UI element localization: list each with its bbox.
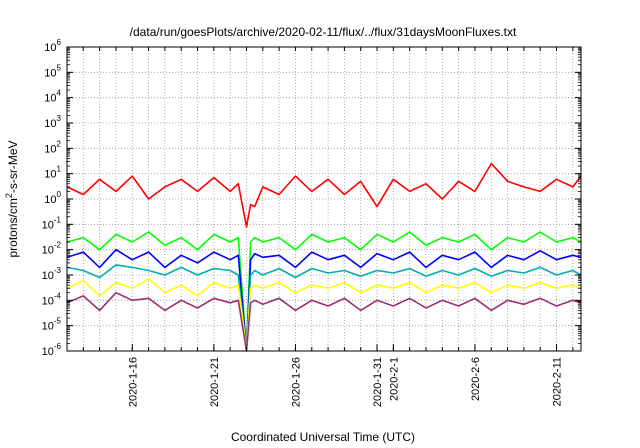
x-axis-label: Coordinated Universal Time (UTC) [231, 430, 415, 444]
y-tick-label: 105 [44, 63, 61, 79]
series-line [66, 248, 582, 352]
y-tick-exponent: -1 [54, 215, 62, 224]
y-tick-base: 10 [44, 42, 56, 54]
y-tick-base: 10 [42, 219, 54, 231]
y-tick-exponent: 3 [57, 114, 62, 123]
y-axis-label-main: protons/cm [6, 198, 20, 257]
y-tick-exponent: -6 [54, 342, 62, 351]
y-tick-label: 100 [44, 190, 61, 206]
series-line [66, 162, 582, 228]
y-tick-exponent: -3 [54, 266, 62, 275]
y-tick-base: 10 [44, 67, 56, 79]
y-axis-label-rest: -s-sr-MeV [6, 140, 20, 193]
x-tick-label: 2020-1-26 [290, 357, 302, 407]
y-tick-base: 10 [42, 295, 54, 307]
y-tick-label: 10-6 [42, 342, 62, 358]
x-tick-label: 2020-2-11 [552, 357, 564, 406]
y-tick-label: 10-5 [42, 317, 62, 333]
y-axis-label-exp: 2 [4, 193, 14, 198]
y-tick-exponent: 1 [57, 165, 62, 174]
y-tick-base: 10 [44, 194, 56, 206]
y-tick-base: 10 [44, 143, 56, 155]
y-tick-base: 10 [42, 346, 54, 358]
y-tick-base: 10 [42, 245, 54, 257]
y-tick-exponent: 0 [57, 190, 62, 199]
y-tick-base: 10 [44, 93, 56, 105]
y-tick-label: 104 [44, 89, 61, 105]
series-line [66, 264, 582, 352]
chart-title: /data/run/goesPlots/archive/2020-02-11/f… [130, 25, 517, 39]
series-lines [66, 162, 582, 352]
axis-ticks: 10-610-510-410-310-210-11001011021031041… [42, 38, 581, 407]
series-line [66, 291, 582, 352]
y-tick-label: 102 [44, 139, 61, 155]
x-tick-label: 2020-2-1 [388, 357, 400, 401]
x-tick-label: 2020-2-6 [470, 357, 482, 401]
y-tick-exponent: 6 [57, 38, 62, 47]
y-tick-exponent: -5 [54, 317, 62, 326]
series-line [66, 278, 582, 352]
y-tick-base: 10 [44, 169, 56, 181]
y-tick-label: 10-1 [42, 215, 62, 231]
y-tick-label: 10-4 [42, 291, 62, 307]
y-tick-exponent: 5 [57, 63, 62, 72]
y-tick-label: 10-2 [42, 241, 62, 257]
y-tick-label: 103 [44, 114, 61, 130]
y-tick-label: 106 [44, 38, 61, 54]
y-tick-base: 10 [42, 321, 54, 333]
y-tick-exponent: -2 [54, 241, 62, 250]
y-tick-label: 10-3 [42, 266, 62, 282]
y-axis-label: protons/cm2-s-sr-MeV [4, 140, 20, 257]
y-tick-label: 101 [44, 165, 61, 181]
x-tick-label: 2020-1-21 [209, 357, 221, 407]
y-tick-base: 10 [44, 118, 56, 130]
x-tick-label: 2020-1-16 [127, 357, 139, 407]
y-tick-exponent: -4 [54, 291, 62, 300]
y-tick-exponent: 2 [57, 139, 62, 148]
series-line [66, 231, 582, 352]
y-tick-base: 10 [42, 270, 54, 282]
y-tick-exponent: 4 [57, 89, 62, 98]
x-tick-label: 2020-1-31 [372, 357, 384, 407]
